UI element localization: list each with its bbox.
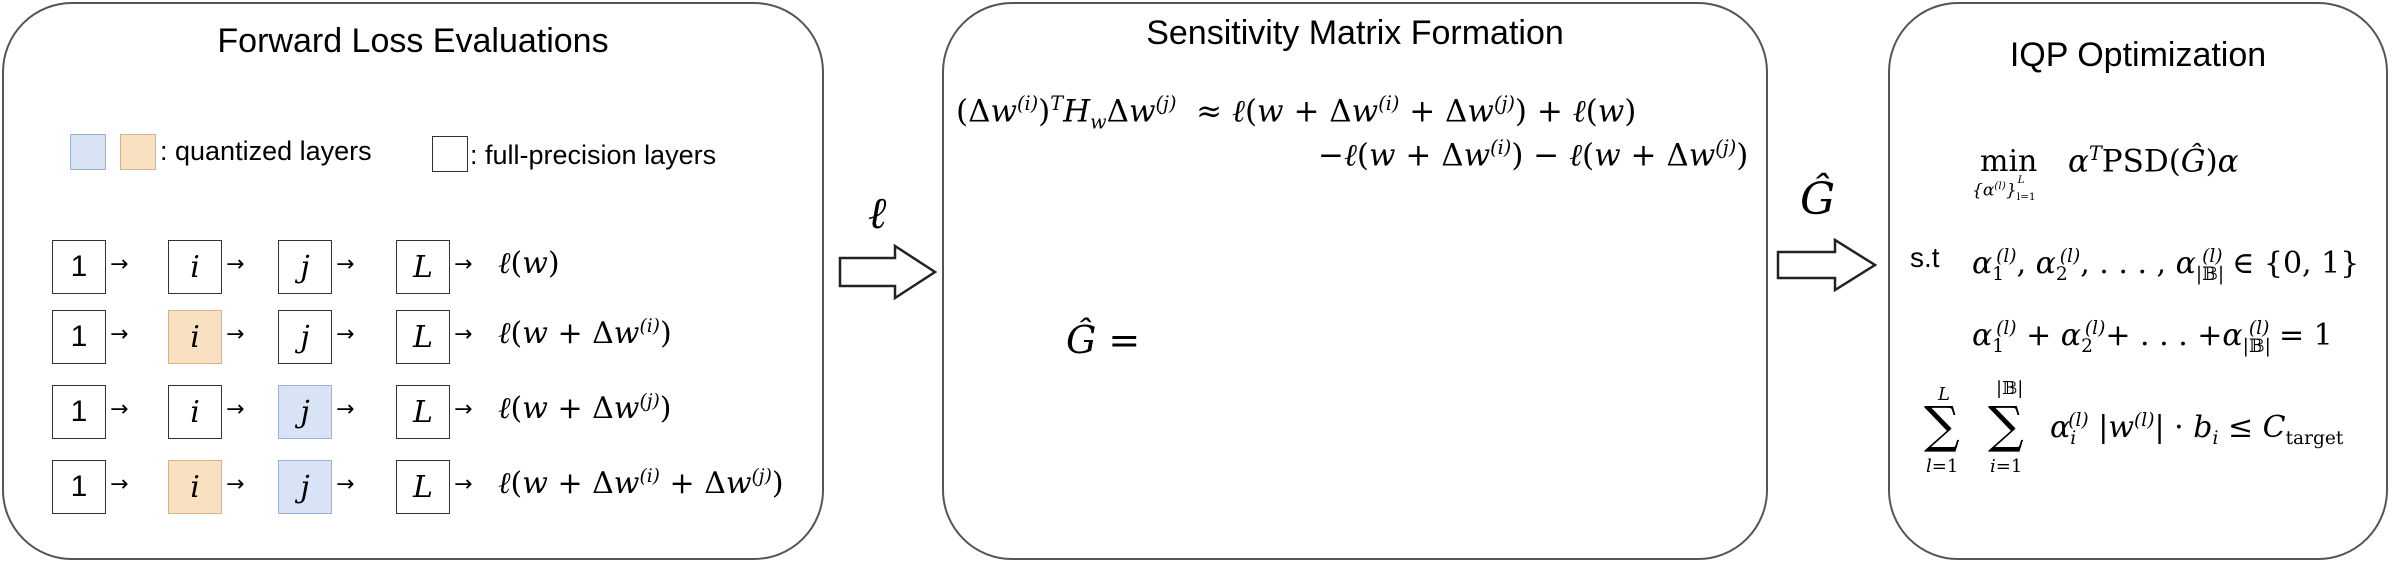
layer-box-label: 1	[70, 250, 88, 283]
layer-box: 1	[52, 240, 106, 294]
layer-box: j	[278, 385, 332, 439]
iqp-sum-l-top: L	[1938, 384, 1950, 405]
flow-arrow-icon: →	[336, 322, 355, 347]
forward-loss-title: Forward Loss Evaluations	[217, 22, 609, 60]
layer-box: i	[168, 240, 222, 294]
layer-box-label: 1	[70, 470, 88, 503]
legend-swatch-orange	[120, 134, 156, 170]
iqp-panel	[1888, 2, 2388, 560]
layer-box: L	[396, 310, 450, 364]
layer-box-label: L	[413, 319, 433, 355]
layer-box: L	[396, 460, 450, 514]
flow-arrow-icon: →	[336, 472, 355, 497]
layer-box-label: i	[190, 249, 200, 285]
iqp-budget-term: αi(l) |w(l)| · bi ≤ Ctarget	[2050, 410, 2344, 449]
layer-box-label: i	[190, 469, 200, 505]
flow-arrow-icon: →	[226, 322, 245, 347]
layer-box: j	[278, 240, 332, 294]
layer-box-label: j	[300, 319, 310, 355]
iqp-objective: αTPSD(Ĝ)α	[2068, 142, 2239, 180]
layer-box: j	[278, 460, 332, 514]
iqp-min-subscript: {α(l)}l=1L	[1972, 174, 2036, 204]
g-hat-label: Ĝ =	[1066, 318, 1141, 362]
layer-box: 1	[52, 385, 106, 439]
flow-arrow-icon: →	[226, 397, 245, 422]
iqp-sum-i-bottom: i=1	[1990, 456, 2023, 477]
connector-arrow-2	[1776, 237, 1878, 293]
flow-arrow-icon: →	[110, 252, 129, 277]
forward-loss-panel	[2, 2, 824, 560]
legend-swatch-full	[432, 136, 468, 172]
iqp-title: IQP Optimization	[2009, 36, 2267, 74]
connector-label-loss: ℓ	[868, 188, 887, 239]
layer-box-label: j	[300, 249, 310, 285]
iqp-min-operator: min	[1980, 144, 2038, 179]
connector-arrow-1	[838, 243, 938, 301]
iqp-sum-l-bottom: l=1	[1926, 456, 1959, 477]
loss-expression: ℓ(w + Δw(i))	[498, 316, 672, 351]
sensitivity-title: Sensitivity Matrix Formation	[1146, 14, 1564, 52]
iqp-constraint-sum: α1(l) + α2(l)+ . . . +α|𝔹|(l) = 1	[1972, 318, 2333, 357]
layer-box: i	[168, 460, 222, 514]
iqp-constraint-binary: α1(l), α2(l), . . . , α|𝔹|(l) ∈ {0, 1}	[1972, 246, 2360, 285]
layer-box-label: j	[300, 394, 310, 430]
connector-label-ghat: Ĝ	[1800, 174, 1836, 225]
layer-box: 1	[52, 310, 106, 364]
loss-expression: ℓ(w)	[498, 246, 560, 281]
st-label: s.t	[1910, 242, 1940, 273]
flow-arrow-icon: →	[226, 252, 245, 277]
layer-box-label: j	[300, 469, 310, 505]
sensitivity-equation-line1: (Δw(i))THwΔw(j) ≈ ℓ(w + Δw(i) + Δw(j)) +…	[956, 92, 1637, 134]
flow-arrow-icon: →	[454, 397, 473, 422]
flow-arrow-icon: →	[336, 397, 355, 422]
loss-expression: ℓ(w + Δw(i) + Δw(j))	[498, 466, 784, 501]
flow-arrow-icon: →	[454, 322, 473, 347]
legend-full-text: : full-precision layers	[470, 140, 717, 170]
iqp-sum-i-top: |𝔹|	[1996, 378, 2024, 399]
flow-arrow-icon: →	[226, 472, 245, 497]
layer-box-label: i	[190, 319, 200, 355]
flow-arrow-icon: →	[110, 322, 129, 347]
layer-box-label: 1	[70, 320, 88, 353]
layer-box: L	[396, 240, 450, 294]
sensitivity-panel	[942, 2, 1768, 560]
flow-arrow-icon: →	[110, 397, 129, 422]
layer-box-label: L	[413, 469, 433, 505]
flow-arrow-icon: →	[454, 472, 473, 497]
flow-arrow-icon: →	[454, 252, 473, 277]
flow-arrow-icon: →	[110, 472, 129, 497]
flow-arrow-icon: →	[336, 252, 355, 277]
legend-swatch-blue	[70, 134, 106, 170]
iqp-sum-l-sigma: ∑	[1924, 396, 1960, 454]
layer-box-label: 1	[70, 395, 88, 428]
sensitivity-equation-line2: −ℓ(w + Δw(i)) − ℓ(w + Δw(j))	[1318, 136, 1749, 174]
layer-box: i	[168, 385, 222, 439]
layer-box-label: i	[190, 394, 200, 430]
layer-box: L	[396, 385, 450, 439]
layer-box-label: L	[413, 249, 433, 285]
loss-expression: ℓ(w + Δw(j))	[498, 391, 672, 426]
layer-box-label: L	[413, 394, 433, 430]
iqp-sum-i-sigma: ∑	[1988, 396, 2024, 454]
legend-quantized-text: : quantized layers	[160, 136, 372, 166]
layer-box: j	[278, 310, 332, 364]
layer-box: i	[168, 310, 222, 364]
layer-box: 1	[52, 460, 106, 514]
